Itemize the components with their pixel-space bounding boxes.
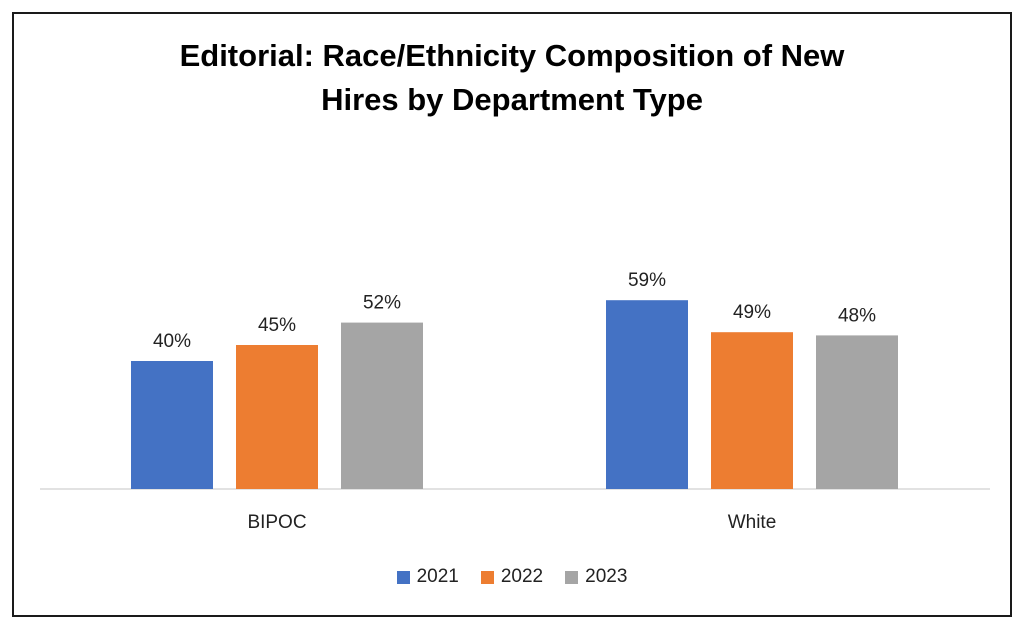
chart-legend: 2021 2022 2023 — [0, 566, 1024, 588]
chart-frame — [12, 12, 1012, 617]
data-label-bipoc-2022: 45% — [258, 315, 296, 336]
bar-bipoc-2022 — [236, 345, 318, 489]
chart-title: Editorial: Race/Ethnicity Composition of… — [0, 34, 1024, 122]
legend-item-2023: 2023 — [565, 566, 627, 588]
data-label-white-2022: 49% — [733, 302, 771, 323]
legend-item-2021: 2021 — [396, 566, 459, 588]
bar-white-2022 — [711, 332, 793, 489]
legend-swatch-2023 — [565, 570, 579, 584]
bar-bipoc-2023 — [341, 322, 423, 489]
legend-item-2022: 2022 — [480, 566, 544, 588]
bar-white-2021 — [606, 300, 688, 489]
data-label-bipoc-2023: 52% — [363, 293, 401, 314]
bar-white-2023 — [816, 335, 898, 489]
legend-swatch-2022 — [480, 570, 494, 584]
legend-swatch-2021 — [396, 570, 410, 584]
category-label-white: White — [728, 512, 777, 533]
data-label-bipoc-2021: 40% — [153, 331, 191, 352]
category-label-bipoc: BIPOC — [247, 512, 306, 533]
legend-label-2021: 2021 — [416, 566, 459, 587]
chart-title-line-2: Hires by Department Type — [321, 82, 703, 117]
data-label-white-2021: 59% — [628, 270, 666, 291]
chart-title-line-1: Editorial: Race/Ethnicity Composition of… — [179, 38, 845, 73]
legend-label-2023: 2023 — [585, 566, 628, 587]
legend-label-2022: 2022 — [500, 566, 544, 587]
bar-bipoc-2021 — [131, 361, 213, 489]
data-label-white-2023: 48% — [838, 305, 876, 326]
